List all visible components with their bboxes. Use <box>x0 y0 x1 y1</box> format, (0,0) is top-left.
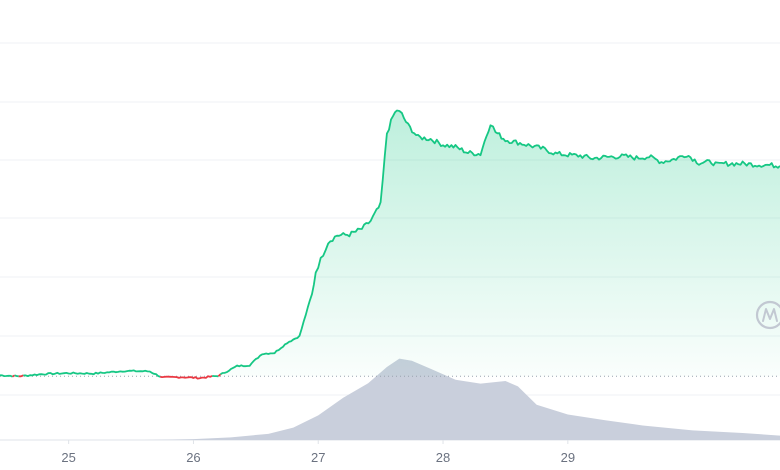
m-logo-glyph <box>762 308 778 322</box>
x-axis: 25 26 27 28 29 <box>61 440 575 465</box>
price-area-fill <box>0 110 780 379</box>
x-tick-label: 25 <box>61 450 75 465</box>
price-line <box>0 374 13 378</box>
m-logo-icon <box>755 300 780 330</box>
price-series <box>0 109 780 380</box>
x-tick-label: 26 <box>186 450 200 465</box>
volume-area-path <box>0 358 780 440</box>
price-line <box>217 373 222 377</box>
price-line <box>12 374 16 378</box>
price-line <box>14 374 19 378</box>
price-line <box>18 374 24 378</box>
x-tick-label: 28 <box>436 450 450 465</box>
x-tick-label: 29 <box>561 450 575 465</box>
price-line <box>220 109 780 375</box>
price-line <box>23 369 161 378</box>
volume-area <box>0 358 780 440</box>
watermark-logo <box>755 300 780 330</box>
price-line <box>160 375 213 380</box>
x-tick-label: 27 <box>311 450 325 465</box>
